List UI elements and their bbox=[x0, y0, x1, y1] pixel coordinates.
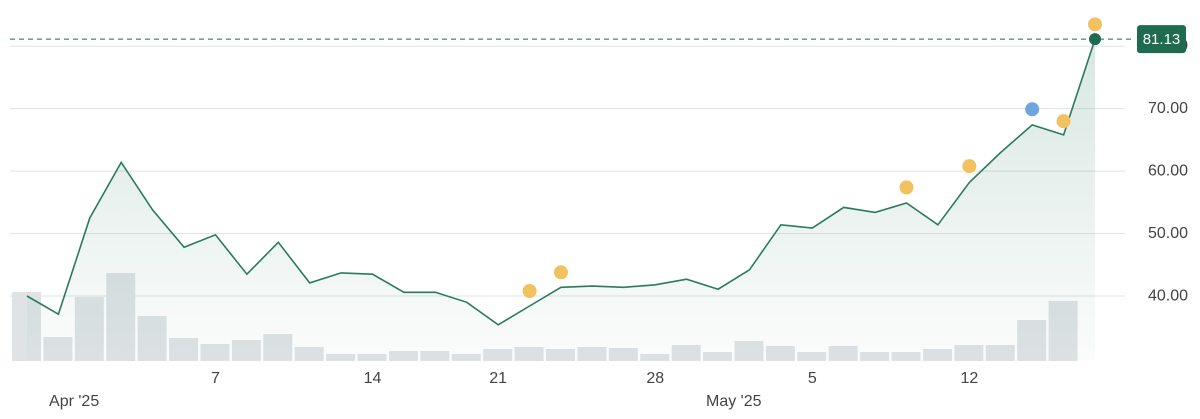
x-month-label: Apr '25 bbox=[49, 393, 99, 410]
price-line bbox=[26, 38, 1096, 326]
x-tick-label: 5 bbox=[808, 370, 817, 387]
y-tick-label: 70.00 bbox=[1148, 100, 1188, 117]
y-tick-label: 40.00 bbox=[1148, 287, 1188, 304]
last-price-dot bbox=[1089, 33, 1101, 46]
x-tick-label: 21 bbox=[489, 370, 507, 387]
y-tick-label: 50.00 bbox=[1148, 225, 1188, 242]
event-marker bbox=[554, 265, 568, 280]
event-marker bbox=[522, 284, 537, 299]
event-marker bbox=[1025, 102, 1040, 117]
event-marker bbox=[1088, 17, 1102, 32]
event-marker bbox=[962, 159, 977, 174]
event-marker bbox=[899, 180, 914, 195]
last-price-box bbox=[1137, 25, 1186, 54]
x-tick-label: 28 bbox=[646, 370, 664, 387]
x-tick-label: 7 bbox=[211, 370, 220, 387]
y-tick-label: 60.00 bbox=[1148, 162, 1188, 179]
x-tick-label: 12 bbox=[960, 370, 978, 387]
x-tick-label: 14 bbox=[364, 370, 382, 387]
last-price-label: 81.13 bbox=[1143, 31, 1181, 48]
x-month-label: May '25 bbox=[706, 393, 762, 410]
event-marker bbox=[1056, 114, 1071, 129]
price-area bbox=[27, 39, 1095, 361]
